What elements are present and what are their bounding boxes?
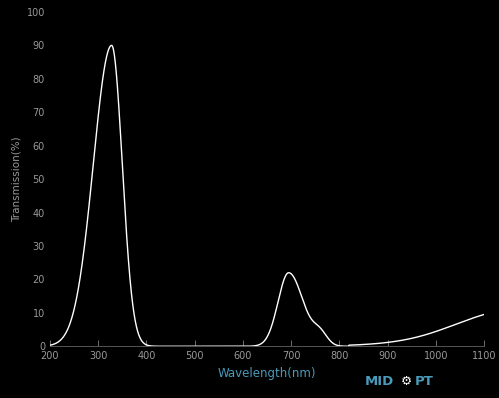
Text: PT: PT <box>415 375 434 388</box>
Text: MID: MID <box>364 375 394 388</box>
X-axis label: Wavelength(nm): Wavelength(nm) <box>218 367 316 380</box>
Y-axis label: Transmission(%): Transmission(%) <box>11 136 21 222</box>
Text: ⚙: ⚙ <box>401 375 412 388</box>
